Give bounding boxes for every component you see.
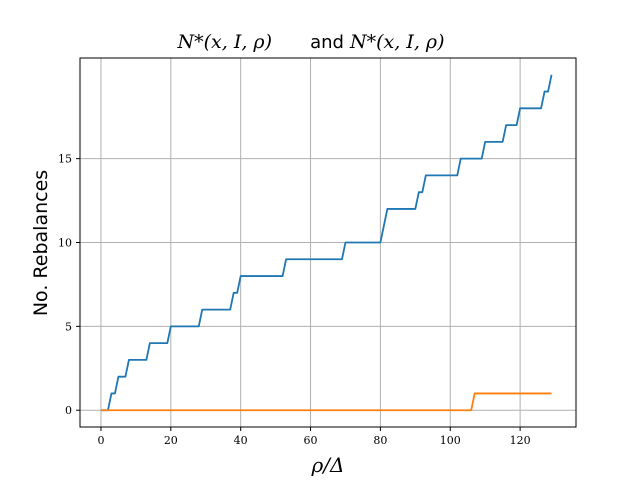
y-tick-label: 5 — [65, 320, 72, 333]
series-line-1 — [100, 74, 553, 412]
title-part1: N*(x, I, ρ) — [177, 31, 273, 53]
x-tick-label: 40 — [234, 434, 248, 447]
series-line-2 — [100, 392, 552, 412]
chart-title: N*(x, I, ρ) and N*(x, I, ρ) — [177, 31, 445, 53]
y-tick-label: 15 — [58, 153, 72, 166]
x-tick-label: 80 — [373, 434, 387, 447]
title-connector: and — [310, 32, 344, 53]
x-axis-label: ρ/Δ — [311, 453, 345, 477]
x-tick-label: 20 — [164, 434, 178, 447]
x-tick-label: 100 — [440, 434, 461, 447]
title-part2: N*(x, I, ρ) — [349, 31, 445, 53]
grid — [80, 58, 576, 427]
y-tick-label: 0 — [65, 404, 72, 417]
series-layer — [100, 74, 553, 412]
x-tick-label: 60 — [304, 434, 318, 447]
x-tick-label: 120 — [510, 434, 531, 447]
x-tick-label: 0 — [97, 434, 104, 447]
y-axis-label: No. Rebalances — [30, 170, 52, 316]
y-tick-label: 10 — [58, 237, 72, 250]
ticks: 0 20 40 60 80 100 120 0 5 10 15 — [58, 153, 531, 447]
